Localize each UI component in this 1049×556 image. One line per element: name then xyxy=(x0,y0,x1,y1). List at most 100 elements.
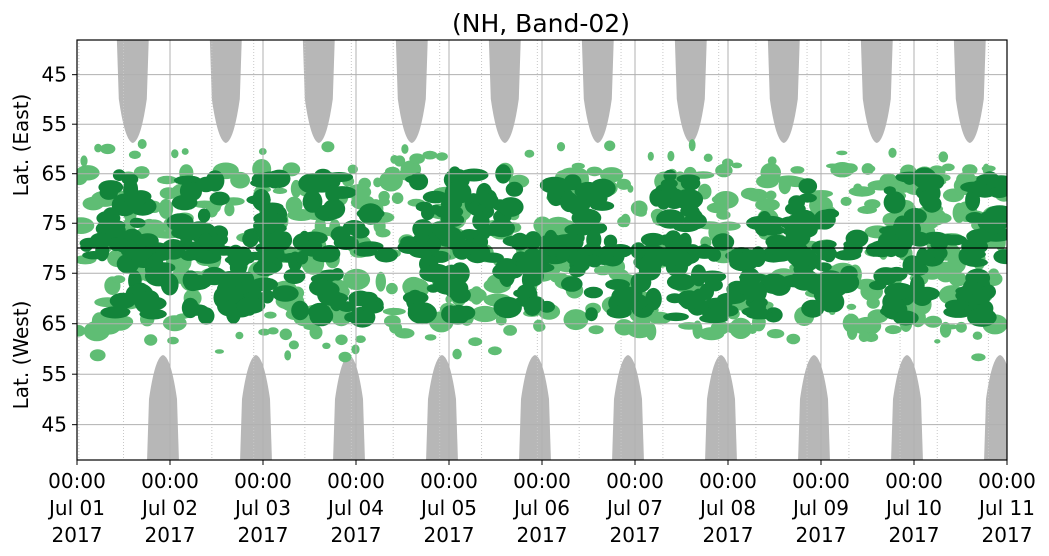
x-tick-label: 00:00 xyxy=(699,469,757,493)
dark-green-cell-west xyxy=(100,306,130,319)
light-green-cell-east xyxy=(688,139,696,152)
dark-green-cell-east xyxy=(325,184,342,202)
light-green-cell-west xyxy=(786,333,801,345)
light-green-cell-west xyxy=(144,334,158,346)
dark-green-cell-center xyxy=(933,246,948,260)
y-tick-label-east: 75 xyxy=(42,211,67,235)
dark-green-cell-center xyxy=(95,240,110,262)
dark-green-cell-west xyxy=(585,307,598,322)
light-green-cell-east xyxy=(401,144,409,154)
light-green-cell-west xyxy=(846,303,857,310)
light-green-cell-west xyxy=(117,316,134,328)
light-green-cell-east xyxy=(604,140,616,152)
light-green-cell-west xyxy=(747,324,758,334)
dark-green-cell-center xyxy=(106,237,129,249)
y-tick-label-east: 45 xyxy=(42,63,67,87)
x-tick-label: 2017 xyxy=(517,523,568,547)
dark-green-cell-east xyxy=(257,171,283,188)
dark-green-cell-west xyxy=(493,296,522,319)
x-tick-label: Jul 08 xyxy=(698,496,756,520)
dark-green-cell-west xyxy=(193,277,212,289)
x-tick-label: 00:00 xyxy=(606,469,664,493)
x-tick-label: 2017 xyxy=(145,523,196,547)
dark-green-cell-west xyxy=(717,292,747,305)
light-green-cell-east xyxy=(181,148,189,155)
dark-green-cell-east xyxy=(184,182,202,201)
dark-green-cell-center xyxy=(333,235,359,250)
y-axis-ticks: 45 55 65 75 75 65 55 45 xyxy=(42,63,77,437)
dark-green-cell-west xyxy=(666,273,696,291)
x-tick-label: 2017 xyxy=(889,523,940,547)
dark-green-cell-center xyxy=(452,239,472,260)
light-green-cell-east xyxy=(77,168,88,186)
light-green-cell-west xyxy=(588,325,604,335)
gray-lobe-west xyxy=(426,355,458,460)
dark-green-cell-west xyxy=(283,268,306,285)
light-green-cell-east xyxy=(378,190,390,202)
dark-green-cell-east xyxy=(112,169,126,182)
dark-green-cell-east xyxy=(405,175,428,184)
dark-green-cell-center xyxy=(961,238,988,255)
x-tick-label: Jul 04 xyxy=(326,496,384,520)
gray-lobe-west xyxy=(333,355,365,460)
light-green-cell-east xyxy=(941,163,955,172)
light-green-cell-west xyxy=(112,275,126,284)
light-green-cell-west xyxy=(389,321,403,334)
dark-green-cell-center xyxy=(686,244,700,255)
x-tick-label: Jul 02 xyxy=(140,496,198,520)
light-green-cell-west xyxy=(452,348,462,360)
light-green-cell-east xyxy=(647,151,654,161)
dark-green-cell-center xyxy=(891,239,904,255)
gray-lobe-east xyxy=(302,40,335,144)
dark-green-cell-center xyxy=(295,250,309,265)
dark-green-cell-west xyxy=(271,285,299,302)
dark-green-cell-west xyxy=(884,282,915,300)
dark-green-cell-west xyxy=(893,310,919,326)
dark-green-cell-east xyxy=(919,190,936,208)
gray-lobe-east xyxy=(395,40,428,144)
gray-lobe-west xyxy=(891,355,923,460)
y-tick-label-west: 45 xyxy=(42,413,67,437)
light-green-cell-east xyxy=(790,166,805,174)
y-axis-label-west: Lat. (West) xyxy=(9,301,33,410)
dark-green-cell-east xyxy=(105,220,126,231)
light-green-cell-west xyxy=(885,325,902,335)
light-green-cell-east xyxy=(390,155,399,164)
dark-green-cell-west xyxy=(260,289,274,304)
dark-green-cell-center xyxy=(901,230,914,250)
light-green-cell-east xyxy=(272,187,288,194)
dark-green-cell-west xyxy=(407,302,431,317)
dark-green-cell-east xyxy=(883,191,906,214)
dark-green-cell-west xyxy=(241,271,255,291)
dark-green-cell-west xyxy=(873,267,899,286)
dark-green-cell-east xyxy=(981,211,1007,234)
dark-green-cell-west xyxy=(424,263,450,281)
dark-green-cell-west xyxy=(218,271,243,288)
x-tick-label: Jul 05 xyxy=(419,496,477,520)
dark-green-cell-center xyxy=(630,242,647,260)
gray-lobe-east xyxy=(953,40,986,144)
light-green-cell-west xyxy=(89,349,106,362)
light-green-cell-east xyxy=(703,153,713,162)
dark-green-cell-east xyxy=(472,211,490,231)
light-green-cell-west xyxy=(563,309,589,331)
light-green-cell-east xyxy=(285,196,303,215)
dark-green-cell-center xyxy=(397,240,423,254)
dark-green-cell-center xyxy=(125,245,153,261)
dark-green-cell-east xyxy=(821,208,840,219)
dark-green-cell-west xyxy=(516,284,533,302)
dark-green-cell-center xyxy=(818,239,837,249)
light-green-cell-east xyxy=(760,162,781,183)
x-tick-label: 2017 xyxy=(610,523,661,547)
dark-green-cell-west xyxy=(885,297,904,310)
x-tick-label: Jul 10 xyxy=(884,496,942,520)
light-green-cell-west xyxy=(288,340,299,350)
dark-green-cell-center xyxy=(502,235,530,247)
gray-lobe-east xyxy=(116,40,149,144)
dark-green-cell-center xyxy=(556,245,570,263)
light-green-cell-west xyxy=(972,331,983,340)
x-tick-label: Jul 06 xyxy=(512,496,570,520)
x-tick-label: 2017 xyxy=(331,523,382,547)
dark-green-cell-west xyxy=(666,293,684,304)
